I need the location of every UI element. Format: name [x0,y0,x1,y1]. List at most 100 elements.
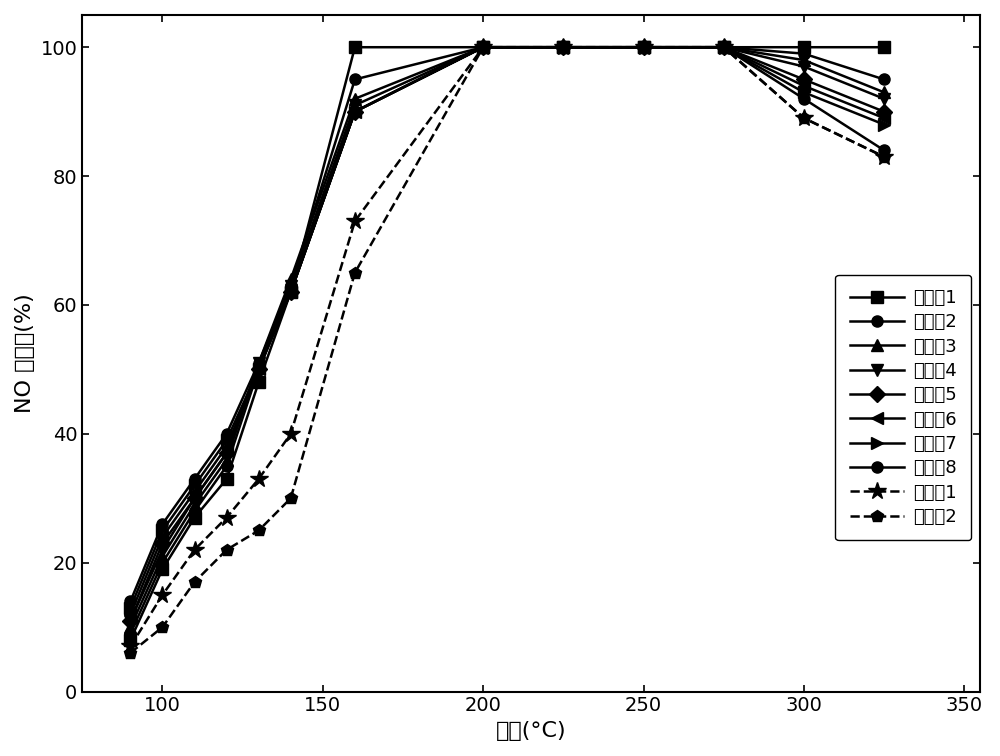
实施兗1 [557,42,569,51]
实施兗2 [221,461,233,470]
实施兗5 [718,42,730,51]
实施兗8 [221,429,233,438]
实施兗5 [477,42,489,51]
实施兗7 [638,42,650,51]
实施兗1 [156,565,168,574]
实施兗6 [878,113,890,122]
Line: 实施兗5: 实施兗5 [125,42,890,626]
实施兗8 [477,42,489,51]
实施兗7 [189,481,201,490]
实施兗5 [349,107,361,116]
实施兗4 [349,101,361,110]
对比兗1 [253,475,265,484]
Line: 对比兗1: 对比兗1 [121,39,893,655]
实施兗6 [638,42,650,51]
实施兗7 [221,435,233,445]
对比兗2 [477,42,489,51]
实施兗6 [557,42,569,51]
对比兗1 [638,42,650,51]
实施兗1 [798,42,810,51]
实施兗7 [253,365,265,374]
实施兗8 [189,475,201,484]
对比兗1 [557,42,569,51]
实施兗8 [638,42,650,51]
Line: 实施兗6: 实施兗6 [124,41,890,621]
实施兗3 [878,88,890,97]
实施兗1 [221,475,233,484]
实施兗5 [638,42,650,51]
Line: 实施兗3: 实施兗3 [124,41,890,634]
实施兗3 [189,500,201,510]
实施兗3 [124,623,136,632]
Line: 实施兗8: 实施兗8 [125,42,890,607]
实施兗6 [156,532,168,541]
实施兗6 [798,82,810,91]
实施兗8 [285,287,297,296]
实施兗4 [189,494,201,503]
实施兗4 [878,94,890,104]
实施兗3 [253,358,265,367]
实施兗7 [349,107,361,116]
实施兗1 [349,42,361,51]
对比兗2 [156,623,168,632]
实施兗2 [124,629,136,638]
实施兗4 [718,42,730,51]
实施兗1 [189,513,201,522]
对比兗1 [349,217,361,226]
对比兗2 [124,649,136,658]
实施兗3 [638,42,650,51]
实施兗6 [124,610,136,619]
对比兗1 [189,545,201,554]
对比兗1 [156,590,168,600]
实施兗2 [189,507,201,516]
实施兗2 [557,42,569,51]
实施兗1 [124,636,136,645]
X-axis label: 温度(°C): 温度(°C) [496,721,567,741]
实施兗7 [156,526,168,535]
实施兗4 [285,281,297,290]
Legend: 实施兗1, 实施兗2, 实施兗3, 实施兗4, 实施兗5, 实施兗6, 实施兗7, 实施兗8, 对比兗1, 对比兗2: 实施兗1, 实施兗2, 实施兗3, 实施兗4, 实施兗5, 实施兗6, 实施兗7… [835,274,971,541]
Y-axis label: NO 转化率(%): NO 转化率(%) [15,293,35,414]
Line: 实施兗4: 实施兗4 [124,41,890,627]
实施兗4 [156,545,168,554]
对比兗1 [878,152,890,161]
对比兗2 [798,113,810,122]
实施兗8 [349,107,361,116]
实施兗7 [285,287,297,296]
实施兗1 [878,42,890,51]
实施兗2 [718,42,730,51]
实施兗2 [878,75,890,84]
实施兗5 [798,75,810,84]
实施兗3 [349,94,361,104]
实施兗4 [477,42,489,51]
Line: 对比兗2: 对比兗2 [124,41,890,659]
对比兗2 [253,526,265,535]
对比兗1 [124,642,136,651]
Line: 实施兗7: 实施兗7 [124,41,890,614]
对比兗2 [221,545,233,554]
实施兗8 [878,146,890,155]
实施兗6 [221,442,233,451]
对比兗1 [718,42,730,51]
实施兗1 [253,378,265,387]
实施兗8 [124,596,136,606]
实施兗5 [557,42,569,51]
实施兗5 [221,448,233,457]
对比兗1 [798,113,810,122]
实施兗7 [124,603,136,612]
实施兗8 [557,42,569,51]
实施兗3 [718,42,730,51]
Line: 实施兗1: 实施兗1 [125,42,890,646]
实施兗5 [124,616,136,625]
实施兗6 [189,488,201,497]
实施兗2 [798,49,810,58]
对比兗2 [285,494,297,503]
对比兗2 [718,42,730,51]
实施兗5 [156,539,168,548]
实施兗2 [349,75,361,84]
实施兗1 [638,42,650,51]
实施兗4 [124,616,136,625]
实施兗4 [638,42,650,51]
实施兗5 [189,494,201,503]
实施兗2 [253,365,265,374]
